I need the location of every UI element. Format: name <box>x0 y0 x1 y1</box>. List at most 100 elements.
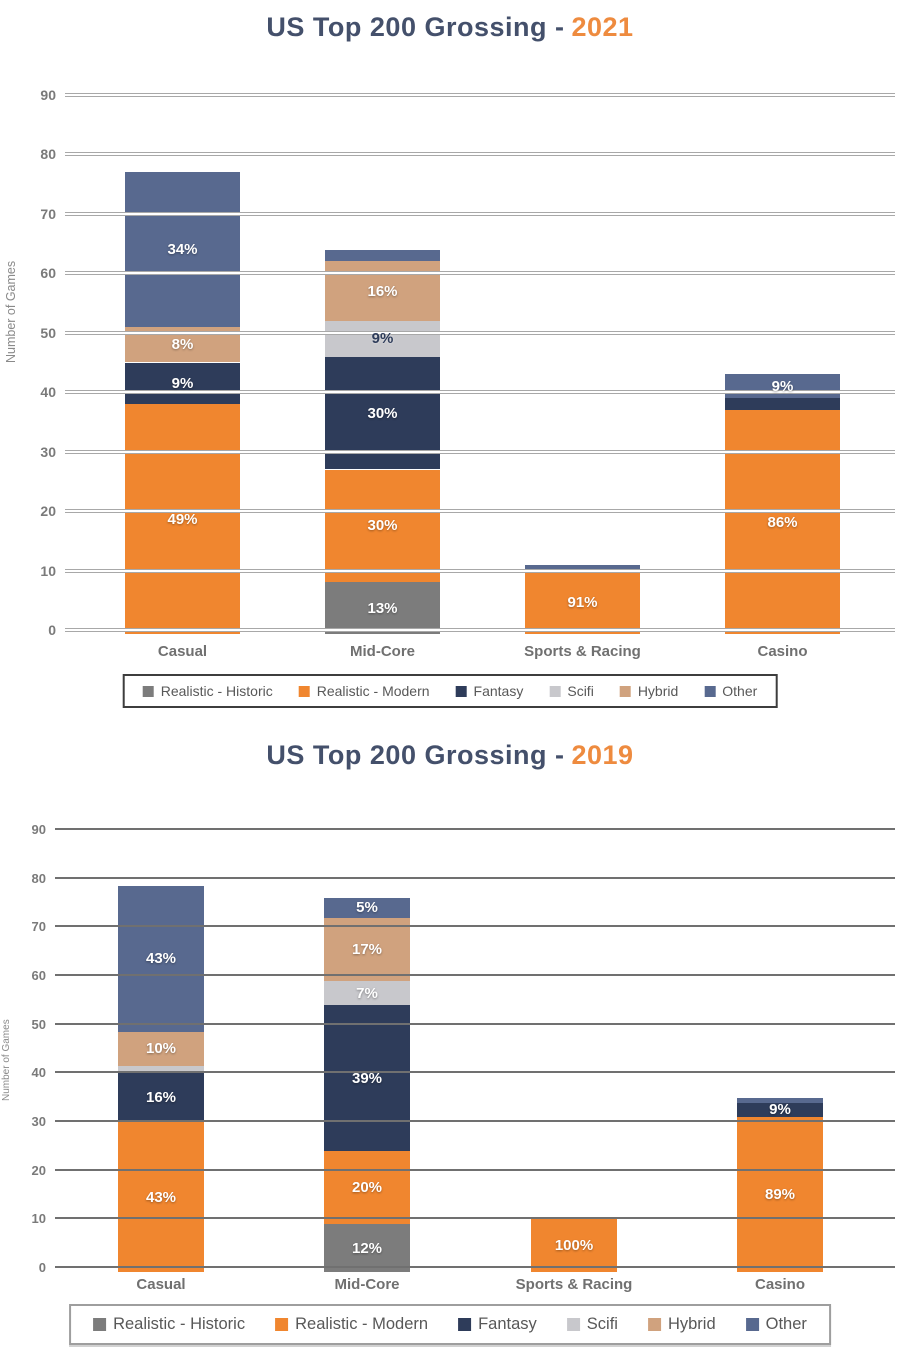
x-axis-label: Mid-Core <box>350 643 415 660</box>
y-axis-tick-label: 30 <box>40 443 56 460</box>
segment-percent-label: 89% <box>764 1186 796 1204</box>
gridline <box>65 271 895 276</box>
y-axis-tick-label: 70 <box>40 205 56 222</box>
x-axis-label: Casino <box>754 1276 805 1293</box>
segment-percent-label: 49% <box>167 510 198 528</box>
plot-area-2019: 43% 16% 10% 43% Casual 12% 20% 39% 7% 17% 5% Mid-Co… <box>55 828 895 1293</box>
x-axis-label: Sports & Racing <box>524 643 641 660</box>
legend-label: Other <box>722 683 758 699</box>
legend-item: Realistic - Historic <box>142 683 273 699</box>
y-axis-tick-label: 60 <box>40 265 56 282</box>
segment-percent-label: 5% <box>356 899 378 917</box>
gridline <box>65 211 895 216</box>
segment-percent-label: 34% <box>167 241 198 259</box>
legend-label: Scifi <box>567 683 594 699</box>
chart-title-2019: US Top 200 Grossing -2019 <box>0 740 900 771</box>
y-axis-tick-label: 0 <box>38 1260 46 1275</box>
gridline <box>55 828 895 830</box>
legend-swatch-icon <box>458 1318 472 1331</box>
bar-segment-realistic-modern: 43% <box>118 1122 204 1272</box>
legend-swatch-icon <box>93 1318 107 1331</box>
chart-title-year: 2019 <box>571 740 634 770</box>
legend-item: Hybrid <box>619 683 679 699</box>
legend-label: Realistic - Modern <box>316 683 430 699</box>
legend-label: Realistic - Historic <box>160 683 273 699</box>
legend-swatch-icon <box>549 685 561 697</box>
legend-item: Other <box>745 1315 807 1334</box>
legend-swatch-icon <box>142 685 154 697</box>
segment-percent-label: 30% <box>367 517 398 535</box>
gridline <box>65 628 895 632</box>
segment-percent-label: 39% <box>351 1069 383 1087</box>
y-axis-tick-label: 20 <box>40 503 56 520</box>
legend-item: Realistic - Modern <box>298 683 430 699</box>
gridline <box>65 390 895 395</box>
bar-segment-fantasy: 16% <box>118 1073 204 1122</box>
y-axis-tick-label: 80 <box>40 146 56 163</box>
segment-percent-label: 91% <box>567 593 598 611</box>
legend-swatch-icon <box>566 1318 580 1331</box>
segment-percent-label: 100% <box>554 1237 594 1255</box>
legend-swatch-icon <box>298 685 310 697</box>
y-axis-tick-label: 40 <box>40 384 56 401</box>
legend-label: Fantasy <box>473 683 524 699</box>
legend-swatch-icon <box>647 1318 661 1331</box>
gridline <box>55 1266 895 1268</box>
y-axis-tick-label: 80 <box>31 870 46 886</box>
legend-swatch-icon <box>275 1318 289 1331</box>
bar-segment-realistic-modern: 20% <box>324 1151 410 1225</box>
segment-percent-label: 10% <box>145 1040 177 1058</box>
legend-swatch-icon <box>619 685 631 697</box>
legend-swatch-icon <box>455 685 467 697</box>
bar-segment-fantasy: 39% <box>324 1005 410 1152</box>
y-axis-tick-label: 50 <box>31 1016 46 1032</box>
bar-segment-realistic-historic: 12% <box>324 1224 410 1272</box>
legend-2019: Realistic - Historic Realistic - Modern Fa… <box>69 1304 831 1345</box>
segment-percent-label: 8% <box>171 336 194 354</box>
bar-segment-realistic-modern: 30% <box>325 469 440 583</box>
legend-label: Realistic - Historic <box>113 1315 246 1333</box>
y-axis-title-2021: Number of Games <box>4 260 18 364</box>
legend-2021: Realistic - Historic Realistic - Modern Fa… <box>122 674 778 708</box>
y-axis-tick-label: 90 <box>31 822 46 837</box>
legend-label: Scifi <box>586 1315 618 1333</box>
bar-segment-realistic-modern: 86% <box>725 410 840 634</box>
bar-segment-other <box>737 1097 823 1103</box>
legend-item: Other <box>704 683 757 699</box>
gridline <box>65 152 895 157</box>
gridline <box>65 509 895 514</box>
legend-item: Fantasy <box>455 683 524 699</box>
bar-segment-fantasy: 9% <box>125 362 240 405</box>
bar-segment-realistic-modern: 49% <box>125 404 240 634</box>
bar-segment-scifi: 9% <box>325 320 440 357</box>
gridline <box>55 1120 895 1122</box>
legend-swatch-icon <box>704 685 716 697</box>
legend-item: Fantasy <box>458 1315 537 1334</box>
segment-percent-label: 30% <box>367 404 398 422</box>
chart-title-2021: US Top 200 Grossing -2021 <box>0 12 900 43</box>
segment-percent-label: 12% <box>351 1239 383 1257</box>
segment-percent-label: 43% <box>145 1188 177 1206</box>
segment-percent-label: 17% <box>351 940 383 958</box>
segment-percent-label: 9% <box>771 377 794 395</box>
y-axis-tick-label: 10 <box>31 1211 46 1227</box>
legend-label: Fantasy <box>478 1315 537 1333</box>
gridline <box>55 1217 895 1220</box>
gridline <box>55 974 895 976</box>
bar-segment-hybrid: 17% <box>324 917 410 981</box>
segment-percent-label: 9% <box>171 374 194 392</box>
x-axis-label: Casual <box>157 643 208 660</box>
bar-segment-other <box>325 249 440 262</box>
gridline <box>55 1168 895 1171</box>
legend-label: Hybrid <box>637 683 679 699</box>
gridline <box>65 449 895 454</box>
segment-percent-label: 9% <box>371 330 394 348</box>
segment-percent-label: 20% <box>351 1179 383 1197</box>
segment-percent-label: 13% <box>367 599 398 617</box>
bar-segment-scifi: 7% <box>324 980 410 1006</box>
x-axis-label: Mid-Core <box>334 1276 400 1293</box>
legend-item: Scifi <box>549 683 594 699</box>
y-axis-tick-label: 30 <box>31 1114 46 1129</box>
segment-percent-label: 9% <box>769 1101 791 1119</box>
y-axis-tick-label: 60 <box>31 968 46 983</box>
